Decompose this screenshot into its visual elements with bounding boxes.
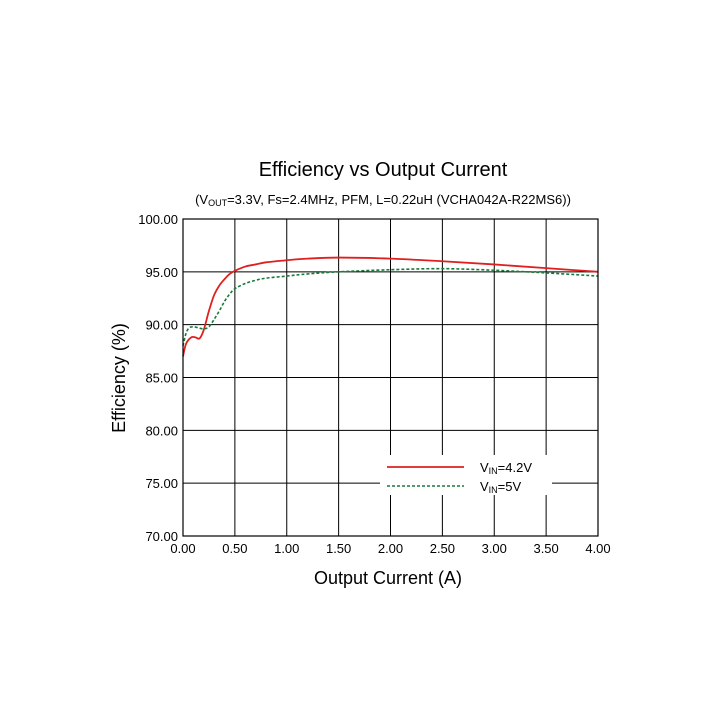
legend-label-vin-4-2v: VIN=4.2V <box>480 460 532 476</box>
grid-layer <box>182 218 599 537</box>
y-tick-label: 100.00 <box>138 212 178 227</box>
subtitle-prefix: (V <box>195 192 208 207</box>
y-axis-label: Efficiency (%) <box>109 323 129 433</box>
y-tick-label: 70.00 <box>145 529 178 544</box>
x-tick-label: 1.00 <box>274 541 299 556</box>
legend: VIN=4.2V VIN=5V <box>380 455 552 495</box>
x-tick-label: 2.50 <box>430 541 455 556</box>
y-tick-label: 75.00 <box>145 476 178 491</box>
x-tick-labels: 0.00 0.50 1.00 1.50 2.00 2.50 3.00 3.50 4.00 <box>170 541 610 556</box>
y-tick-labels: 100.00 95.00 90.00 85.00 80.00 75.00 70.00 <box>138 212 178 544</box>
series-line-vin-4-2v <box>182 256 599 357</box>
legend-label-vin-5v: VIN=5V <box>480 479 521 495</box>
legend-background <box>380 455 552 495</box>
x-tick-label: 2.00 <box>378 541 403 556</box>
y-tick-label: 90.00 <box>145 318 178 333</box>
subtitle-rest: =3.3V, Fs=2.4MHz, PFM, L=0.22uH (VCHA042… <box>227 192 571 207</box>
chart-subtitle: (VOUT=3.3V, Fs=2.4MHz, PFM, L=0.22uH (VC… <box>195 192 571 208</box>
x-tick-label: 3.50 <box>533 541 558 556</box>
y-tick-label: 85.00 <box>145 371 178 386</box>
series-line-vin-5v <box>182 267 599 346</box>
chart-title: Efficiency vs Output Current <box>259 159 508 181</box>
subtitle-prefix-sub: OUT <box>208 198 228 208</box>
plot-frame <box>182 218 599 537</box>
y-tick-label: 80.00 <box>145 423 178 438</box>
x-tick-label: 3.00 <box>482 541 507 556</box>
x-tick-label: 1.50 <box>326 541 351 556</box>
x-tick-label: 0.00 <box>170 541 195 556</box>
x-tick-label: 0.50 <box>222 541 247 556</box>
x-tick-label: 4.00 <box>585 541 610 556</box>
series-layer <box>182 256 599 357</box>
x-axis-label: Output Current (A) <box>314 568 462 588</box>
y-tick-label: 95.00 <box>145 265 178 280</box>
